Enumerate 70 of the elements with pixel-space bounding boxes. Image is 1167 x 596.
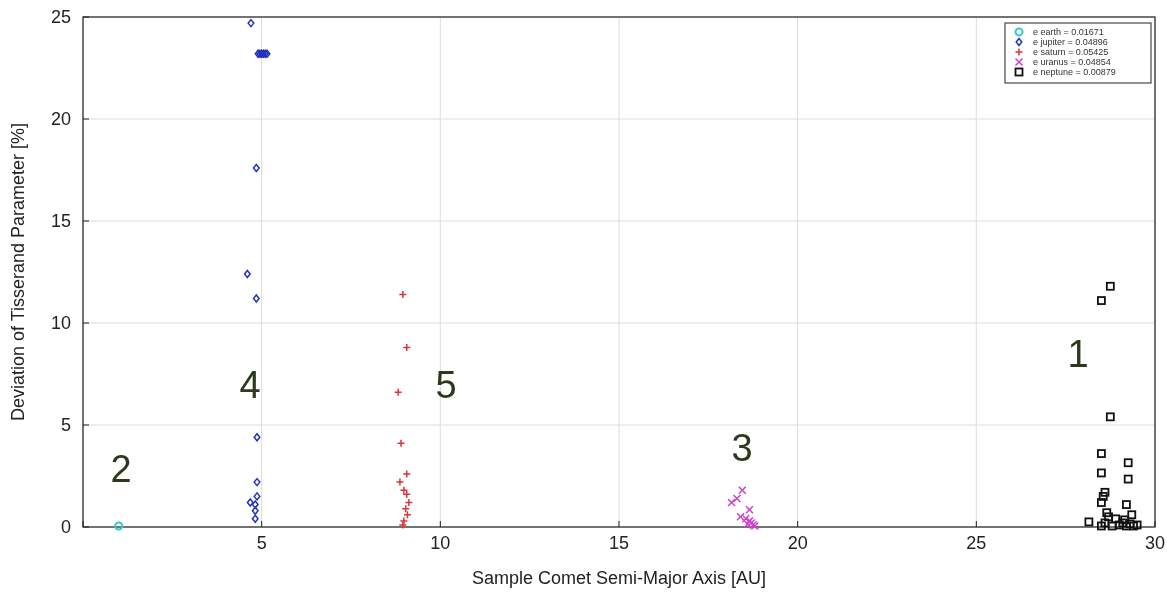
point xyxy=(1104,512,1113,522)
point xyxy=(1129,521,1138,531)
x-tick-label: 5 xyxy=(256,533,267,553)
legend-label: e saturn = 0.05425 xyxy=(1033,47,1109,57)
x-tick-label: 20 xyxy=(787,533,808,553)
y-tick-label: 0 xyxy=(60,517,71,537)
x-tick-label: 15 xyxy=(608,533,630,553)
point xyxy=(1097,468,1106,478)
point xyxy=(1123,458,1133,468)
point xyxy=(399,516,409,526)
point xyxy=(738,486,747,495)
point xyxy=(1132,520,1142,530)
point xyxy=(727,498,736,507)
y-tick-label: 25 xyxy=(50,7,71,27)
legend-label: e neptune = 0.00879 xyxy=(1033,67,1116,77)
point xyxy=(1111,514,1121,524)
point xyxy=(393,388,403,397)
legend-label: e jupiter = 0.04896 xyxy=(1033,37,1108,47)
x-tick-label: 25 xyxy=(966,533,987,553)
point xyxy=(398,520,408,530)
annotation: 5 xyxy=(435,364,457,406)
point xyxy=(395,477,405,487)
y-tick-label: 10 xyxy=(50,313,71,333)
point xyxy=(246,498,254,507)
point xyxy=(1107,521,1117,531)
point xyxy=(247,18,255,28)
x-tick-label: 30 xyxy=(1144,533,1166,553)
annotation: 3 xyxy=(731,427,753,469)
y-axis-title: Deviation of Tisserand Parameter [%] xyxy=(8,122,28,422)
point xyxy=(1084,517,1094,527)
point xyxy=(1127,510,1137,520)
point xyxy=(253,492,261,501)
legend-label: e earth = 0.01671 xyxy=(1033,27,1104,37)
y-tick-label: 5 xyxy=(60,415,71,435)
point xyxy=(1123,474,1133,484)
point xyxy=(1125,519,1135,529)
point xyxy=(1105,281,1115,291)
point xyxy=(252,294,260,303)
y-tick-label: 15 xyxy=(50,211,71,231)
point xyxy=(1098,492,1108,501)
point xyxy=(253,432,261,442)
point xyxy=(1105,412,1115,422)
annotation: 4 xyxy=(239,364,261,406)
point xyxy=(114,521,124,531)
point xyxy=(404,498,414,507)
point xyxy=(745,505,754,514)
point xyxy=(243,269,251,279)
point xyxy=(251,514,259,524)
point xyxy=(1097,498,1106,507)
point xyxy=(402,469,411,479)
point xyxy=(1097,296,1106,305)
point xyxy=(1102,508,1112,518)
point xyxy=(1100,518,1110,528)
y-tick-label: 20 xyxy=(50,109,71,129)
annotation: 2 xyxy=(110,448,132,490)
annotation: 1 xyxy=(1067,333,1089,375)
point xyxy=(398,290,408,299)
x-axis-title: Sample Comet Semi-Major Axis [AU] xyxy=(471,568,767,588)
point xyxy=(1097,521,1106,531)
point xyxy=(1114,520,1124,530)
x-tick-label: 10 xyxy=(430,533,451,553)
point xyxy=(732,494,742,503)
point xyxy=(396,439,406,448)
point xyxy=(1100,487,1110,497)
point xyxy=(1097,449,1106,458)
point xyxy=(399,486,409,495)
point xyxy=(1122,500,1131,509)
point xyxy=(251,506,259,515)
legend-label: e uranus = 0.04854 xyxy=(1033,57,1111,67)
point xyxy=(252,163,260,173)
